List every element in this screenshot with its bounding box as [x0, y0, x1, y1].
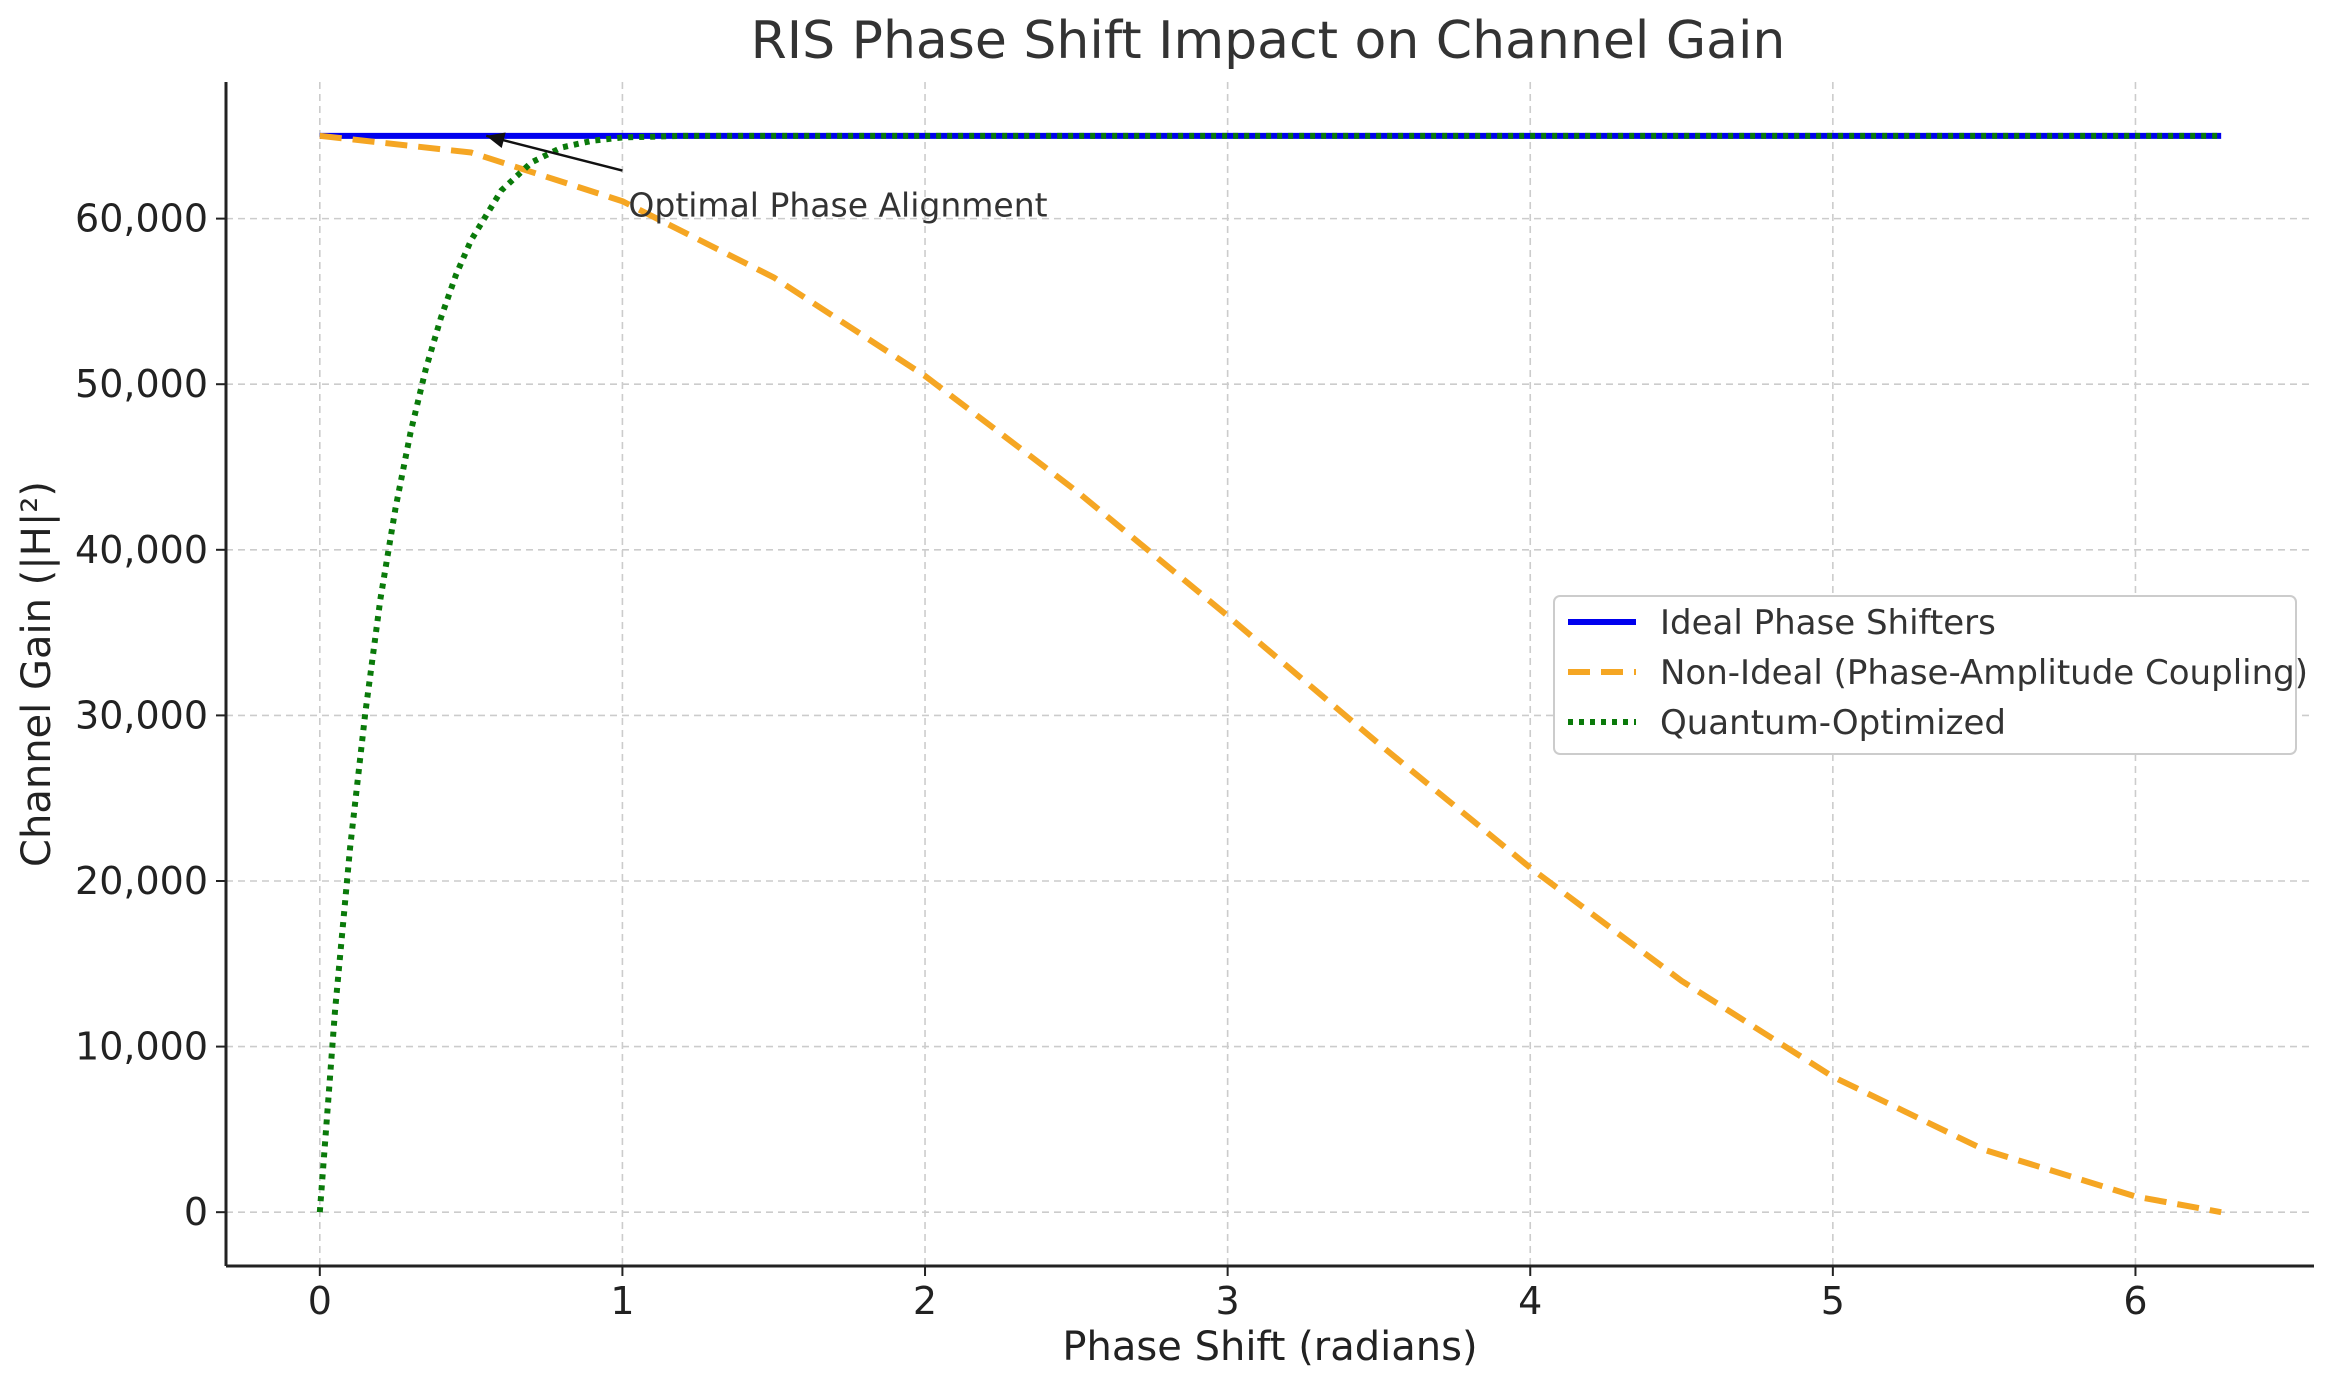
x-tick-label: 3	[1216, 1279, 1240, 1323]
legend-label: Non-Ideal (Phase-Amplitude Coupling)	[1660, 653, 2308, 693]
chart-title: RIS Phase Shift Impact on Channel Gain	[751, 11, 1786, 71]
series-line-dotted	[316, 132, 2222, 1213]
x-tick-label: 5	[1821, 1279, 1845, 1323]
annotation-arrow	[485, 134, 623, 172]
legend-label: Ideal Phase Shifters	[1660, 603, 1996, 643]
x-axis-label: Phase Shift (radians)	[1062, 1324, 1477, 1370]
legend-box	[1553, 595, 2297, 755]
x-tick-label: 4	[1518, 1279, 1542, 1323]
legend-items: Ideal Phase Shifters Non-Ideal (Phase-Amp…	[1568, 603, 2308, 743]
y-tick-label: 30,000	[75, 693, 208, 737]
series-line-dashed	[319, 132, 2222, 1216]
legend: Ideal Phase Shifters Non-Ideal (Phase-Amp…	[1553, 595, 2308, 755]
y-axis-label: Channel Gain (|H|²)	[14, 481, 60, 867]
y-tick-label: 0	[184, 1190, 208, 1234]
y-tick-label: 40,000	[75, 528, 208, 572]
axes	[224, 82, 2314, 1268]
y-tick-label: 60,000	[75, 197, 208, 241]
x-tick-label: 0	[308, 1279, 332, 1323]
x-tick-label: 1	[610, 1279, 634, 1323]
legend-label: Quantum-Optimized	[1660, 703, 2006, 743]
y-tick-label: 10,000	[75, 1025, 208, 1069]
plot-series	[316, 132, 2222, 1216]
annotation: Optimal Phase Alignment	[485, 132, 1048, 225]
annotation-text: Optimal Phase Alignment	[628, 186, 1047, 225]
x-tick-label: 2	[913, 1279, 937, 1323]
axis-ticks: 0 1 2 3 4 5 6 0 10,000 20,000 30,000 40,000 50,000 60…	[75, 197, 2148, 1323]
y-tick-label: 20,000	[75, 859, 208, 903]
annotation-arrow-head	[486, 132, 506, 149]
y-tick-label: 50,000	[75, 362, 208, 406]
x-tick-label: 6	[2123, 1279, 2147, 1323]
